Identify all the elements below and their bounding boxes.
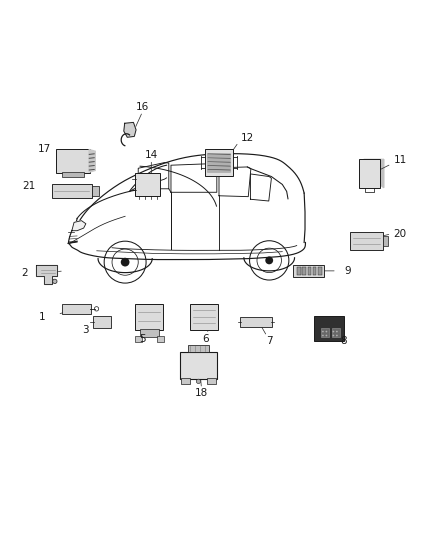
Circle shape — [336, 330, 338, 333]
Bar — [302, 267, 306, 275]
Text: 17: 17 — [38, 143, 51, 154]
Bar — [383, 236, 388, 246]
Bar — [140, 329, 159, 337]
Bar — [135, 336, 142, 342]
Text: 1: 1 — [39, 312, 46, 322]
Circle shape — [322, 335, 324, 336]
Bar — [181, 378, 190, 384]
FancyBboxPatch shape — [190, 304, 218, 330]
Polygon shape — [124, 123, 136, 138]
Text: 7: 7 — [266, 336, 272, 346]
Polygon shape — [379, 159, 384, 188]
Circle shape — [325, 335, 327, 336]
Bar — [332, 328, 340, 337]
Bar — [318, 267, 321, 275]
FancyBboxPatch shape — [293, 265, 324, 277]
Circle shape — [332, 330, 334, 333]
Bar — [313, 267, 316, 275]
Text: 6: 6 — [203, 334, 209, 344]
FancyBboxPatch shape — [135, 173, 160, 196]
Polygon shape — [208, 158, 230, 160]
Text: 11: 11 — [394, 155, 407, 165]
Polygon shape — [72, 221, 86, 231]
Polygon shape — [360, 159, 384, 163]
Circle shape — [336, 335, 338, 336]
Text: 5: 5 — [139, 334, 146, 344]
Bar — [297, 267, 300, 275]
Text: 21: 21 — [22, 181, 36, 191]
Text: 2: 2 — [21, 268, 28, 278]
FancyBboxPatch shape — [240, 317, 272, 327]
FancyBboxPatch shape — [56, 149, 89, 173]
Text: 3: 3 — [82, 325, 89, 335]
Text: 20: 20 — [394, 229, 407, 239]
Polygon shape — [36, 265, 57, 284]
Polygon shape — [208, 166, 230, 168]
FancyBboxPatch shape — [62, 304, 91, 313]
FancyBboxPatch shape — [314, 316, 344, 341]
FancyBboxPatch shape — [359, 159, 380, 188]
Polygon shape — [208, 161, 230, 164]
FancyBboxPatch shape — [350, 232, 383, 250]
Text: 12: 12 — [241, 133, 254, 143]
Bar — [321, 328, 329, 337]
Bar — [62, 172, 84, 177]
Bar — [187, 345, 209, 352]
FancyBboxPatch shape — [93, 316, 111, 328]
Circle shape — [322, 330, 324, 333]
Text: 8: 8 — [340, 336, 347, 346]
Text: 9: 9 — [345, 266, 351, 276]
Polygon shape — [208, 169, 230, 172]
Circle shape — [325, 330, 327, 333]
Circle shape — [332, 335, 334, 336]
FancyBboxPatch shape — [180, 352, 217, 379]
FancyBboxPatch shape — [135, 304, 163, 330]
Circle shape — [196, 379, 201, 384]
Polygon shape — [208, 154, 230, 157]
Text: 14: 14 — [145, 150, 158, 160]
Bar — [92, 185, 99, 196]
FancyBboxPatch shape — [52, 184, 92, 198]
Text: 18: 18 — [195, 388, 208, 398]
Circle shape — [53, 279, 57, 284]
Bar — [156, 336, 163, 342]
Circle shape — [265, 256, 273, 264]
Polygon shape — [89, 149, 95, 172]
Bar — [207, 378, 216, 384]
FancyBboxPatch shape — [205, 149, 233, 176]
Text: 16: 16 — [136, 102, 149, 112]
Circle shape — [121, 258, 130, 266]
Bar — [307, 267, 311, 275]
